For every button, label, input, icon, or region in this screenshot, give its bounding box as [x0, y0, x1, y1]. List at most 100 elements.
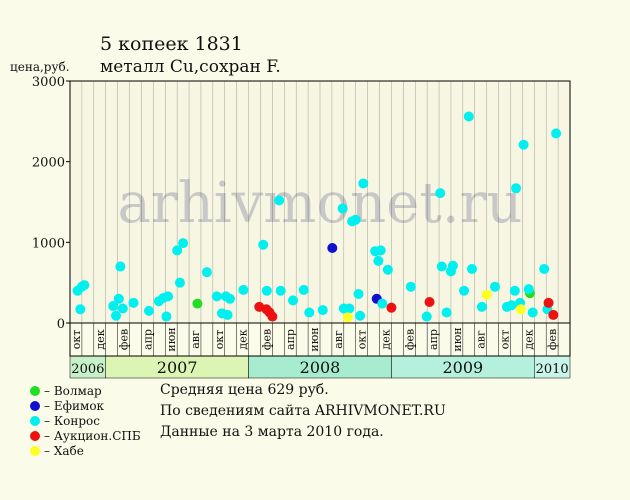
data-point — [551, 128, 562, 139]
watermark-text: arhivmonet.ru — [118, 171, 523, 236]
year-label: 2006 — [71, 362, 104, 377]
data-point — [143, 305, 154, 316]
data-point — [459, 285, 470, 296]
data-point — [192, 298, 203, 309]
data-point — [382, 264, 393, 275]
data-point — [353, 288, 364, 299]
month-label: июн — [165, 327, 178, 351]
month-label: апр — [141, 329, 154, 350]
legend-label-auction-spb: – Аукцион.СПБ — [44, 429, 141, 443]
data-point — [375, 245, 386, 256]
data-point — [476, 301, 487, 312]
data-point — [539, 263, 550, 274]
data-point — [115, 261, 126, 272]
legend-dot-efimok — [30, 401, 40, 411]
y-axis-label: цена,руб. — [10, 60, 70, 74]
month-label: дек — [237, 329, 250, 349]
legend-label-efimok: – Ефимок — [44, 399, 105, 413]
data-point — [113, 293, 124, 304]
data-point — [405, 281, 416, 292]
data-point — [350, 214, 361, 225]
data-point — [435, 188, 446, 199]
data-point — [355, 310, 366, 321]
data-point — [211, 291, 222, 302]
data-point — [373, 255, 384, 266]
data-point — [421, 311, 432, 322]
data-point — [117, 303, 128, 314]
data-point — [128, 297, 139, 308]
legend-label-khabe: – Хабе — [44, 444, 84, 458]
data-point — [436, 261, 447, 272]
source-text: По сведениям сайта ARHIVMONET.RU — [160, 403, 446, 419]
y-tick-label: 0 — [57, 317, 65, 332]
data-point — [163, 291, 174, 302]
data-point — [327, 242, 338, 253]
legend-label-konros: – Конрос — [44, 414, 100, 428]
month-label: фев — [546, 329, 559, 350]
data-point — [79, 280, 90, 291]
data-point — [358, 178, 369, 189]
month-label: фев — [118, 329, 131, 350]
data-point — [481, 289, 492, 300]
legend-dot-konros — [30, 416, 40, 426]
data-point — [441, 307, 452, 318]
year-label: 2009 — [442, 358, 483, 377]
data-point — [108, 301, 119, 312]
data-point — [543, 297, 554, 308]
chart-title: 5 копеек 1831 — [100, 33, 243, 55]
month-label: дек — [522, 329, 535, 349]
month-label: окт — [213, 330, 226, 350]
data-point — [172, 245, 183, 256]
y-tick-label: 1000 — [32, 236, 65, 251]
year-label: 2010 — [536, 362, 569, 377]
month-label: апр — [284, 329, 297, 350]
data-point — [466, 263, 477, 274]
data-point — [288, 295, 299, 306]
month-label: июн — [451, 327, 464, 351]
data-point — [201, 267, 212, 278]
data-point — [258, 239, 269, 250]
month-label: авг — [332, 330, 345, 349]
month-label: апр — [427, 329, 440, 350]
data-point — [238, 284, 249, 295]
data-point — [490, 281, 500, 292]
data-point — [523, 284, 534, 295]
month-label: дек — [379, 329, 392, 349]
year-label: 2007 — [157, 358, 198, 377]
data-point — [161, 311, 172, 322]
month-label: окт — [356, 330, 369, 350]
y-tick-label: 3000 — [32, 75, 65, 90]
average-price-text: Средняя цена 629 руб. — [160, 382, 329, 398]
data-point — [222, 309, 233, 320]
series-Аукцион.СПБ — [254, 297, 559, 322]
data-point — [111, 310, 122, 321]
series-Конрос — [72, 111, 562, 322]
month-label: дек — [94, 329, 107, 349]
data-point — [75, 304, 86, 315]
data-point — [275, 285, 286, 296]
data-point — [174, 277, 185, 288]
month-label: окт — [70, 330, 83, 350]
data-point — [344, 303, 355, 314]
series-Хабе — [342, 289, 526, 323]
data-point — [377, 298, 388, 309]
data-point — [506, 300, 517, 311]
date-text: Данные на 3 марта 2010 года. — [160, 424, 384, 440]
data-point — [342, 312, 353, 323]
data-point — [267, 311, 278, 322]
data-point — [424, 297, 435, 308]
data-point — [447, 260, 458, 271]
data-point — [527, 307, 538, 318]
y-tick-label: 2000 — [32, 156, 65, 171]
chart-subtitle: металл Cu,сохран F. — [100, 57, 281, 77]
data-point — [261, 285, 272, 296]
legend-dot-volmar — [30, 386, 40, 396]
data-point — [511, 183, 522, 194]
legend-label-volmar: – Волмар — [44, 384, 102, 398]
month-label: июн — [308, 327, 321, 351]
data-point — [224, 293, 235, 304]
year-label: 2008 — [300, 358, 341, 377]
month-label: фев — [260, 329, 273, 350]
month-label: авг — [189, 330, 202, 349]
